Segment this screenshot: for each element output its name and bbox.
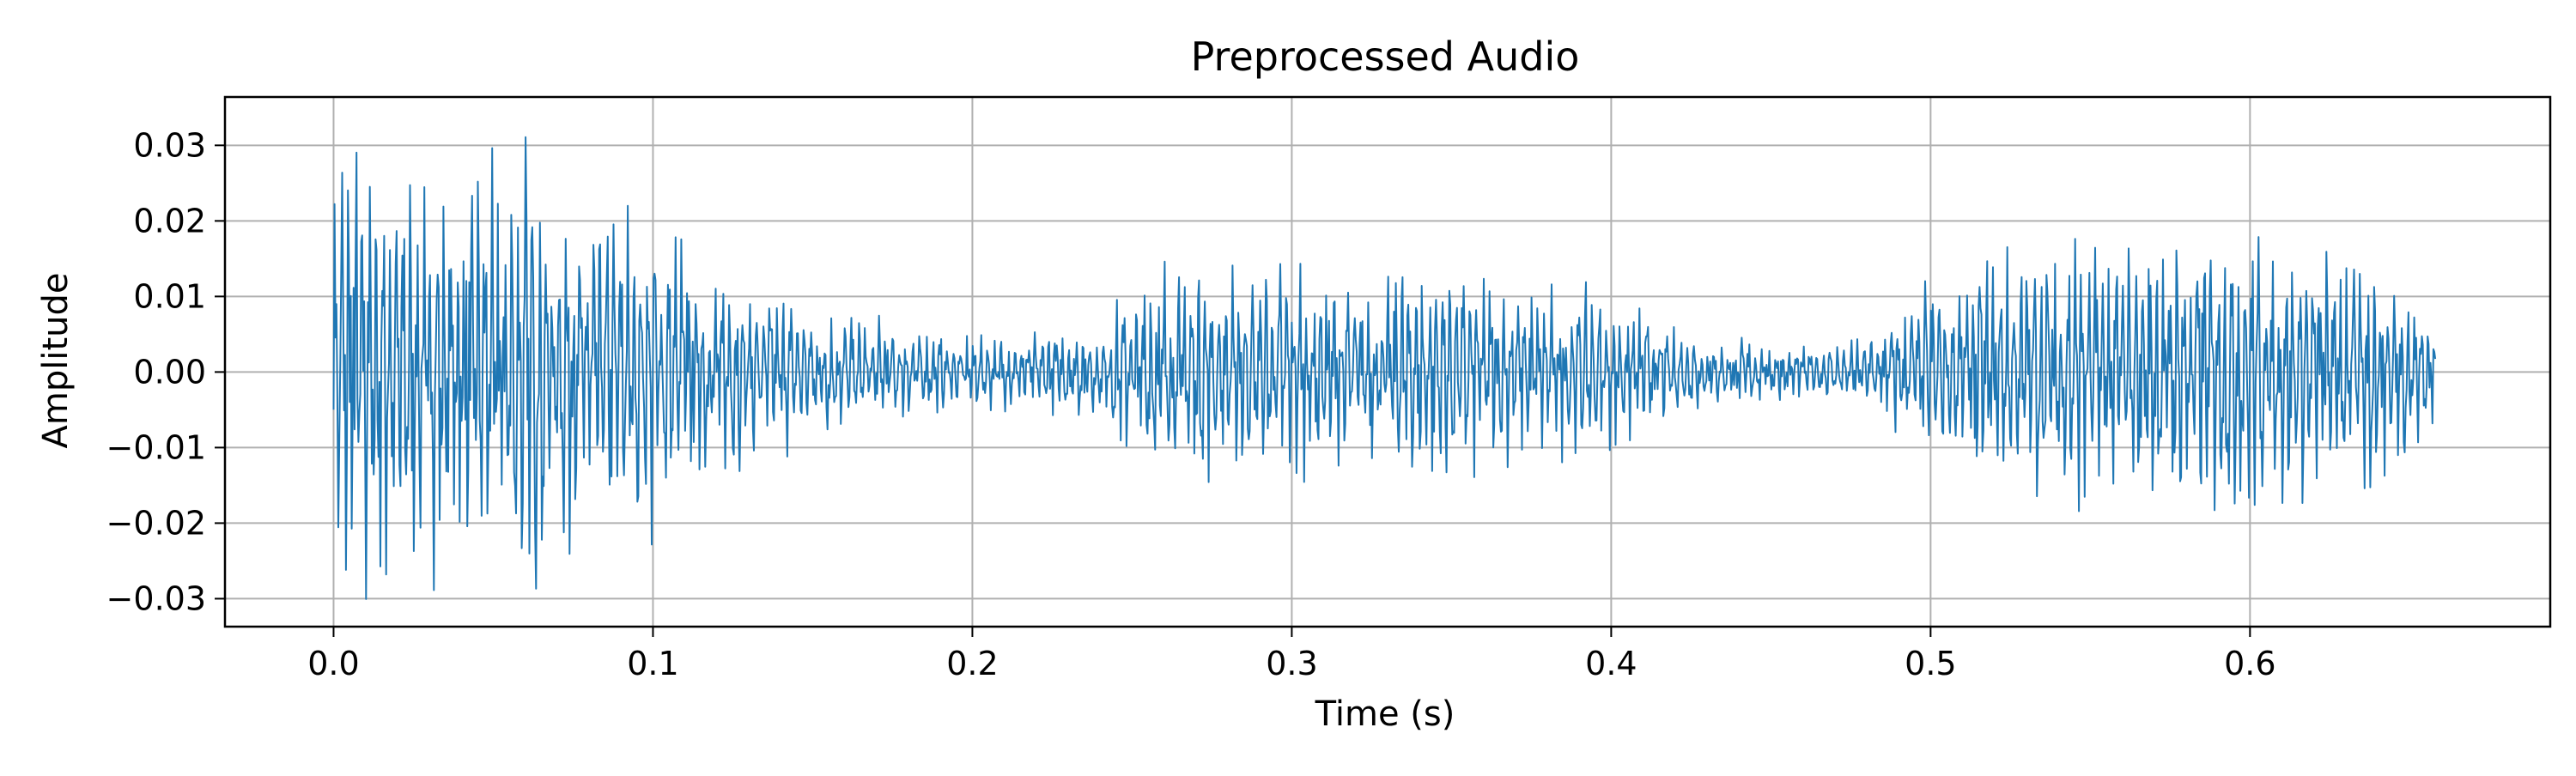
y-tick-label: 0.01: [133, 277, 206, 315]
x-tick-label: 0.6: [2224, 645, 2275, 682]
x-tick-label: 0.2: [946, 645, 998, 682]
x-axis-ticks: 0.0 0.1 0.2 0.3 0.4 0.5 0.6: [307, 627, 2276, 682]
y-tick-label: 0.00: [133, 353, 206, 391]
y-axis-ticks: 0.03 0.02 0.01 0.00 −0.01 −0.02 −0.03: [106, 126, 225, 617]
y-tick-label: −0.03: [106, 579, 206, 617]
x-tick-label: 0.5: [1905, 645, 1956, 682]
y-axis-label: Amplitude: [36, 273, 76, 449]
x-tick-label: 0.3: [1266, 645, 1317, 682]
y-tick-label: −0.01: [106, 428, 206, 466]
x-tick-label: 0.1: [627, 645, 678, 682]
x-tick-label: 0.0: [307, 645, 359, 682]
y-tick-label: 0.02: [133, 202, 206, 239]
y-tick-label: −0.02: [106, 504, 206, 542]
waveform: [332, 136, 2437, 600]
axes-frame: [223, 95, 2552, 628]
x-tick-label: 0.4: [1585, 645, 1637, 682]
y-tick-label: 0.03: [133, 126, 206, 164]
chart-title: Preprocessed Audio: [1191, 33, 1580, 80]
x-axis-label: Time (s): [1315, 694, 1455, 734]
waveform-series-line: [332, 136, 2437, 600]
